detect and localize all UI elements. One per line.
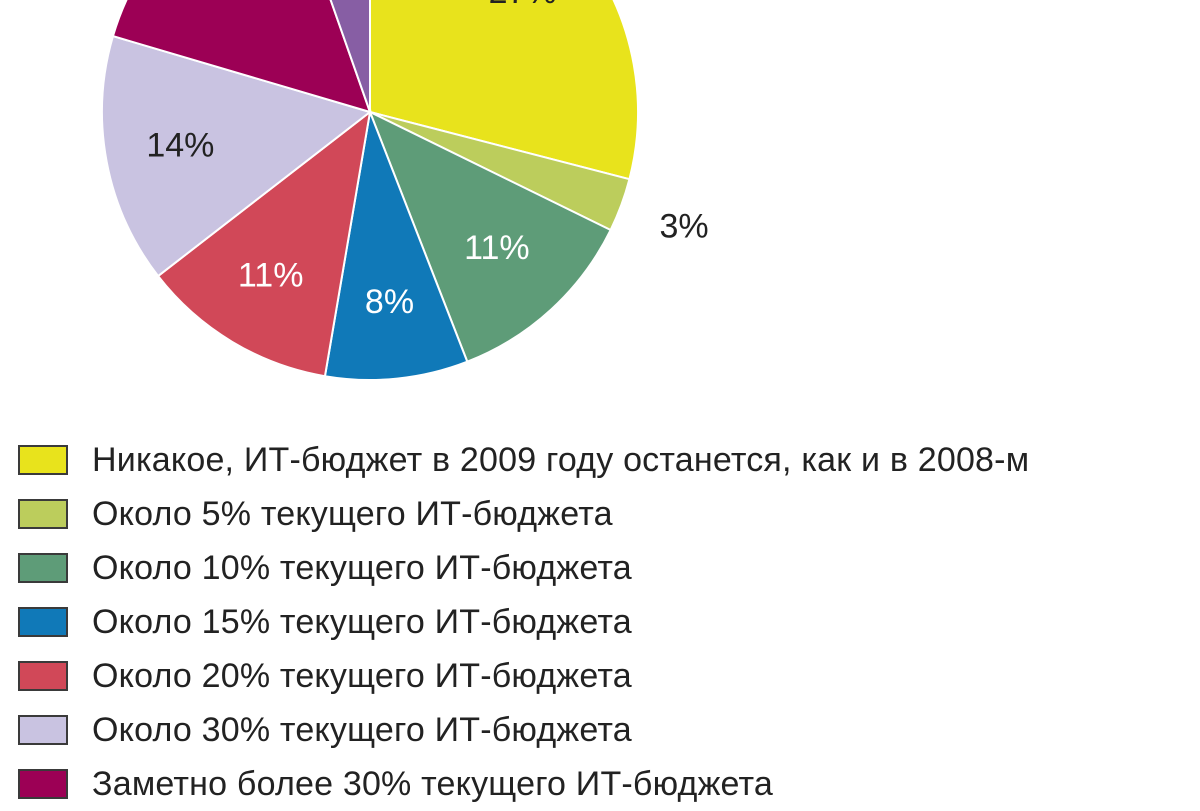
- pie-slice: [369, 0, 639, 181]
- legend-label: Около 10% текущего ИТ-бюджета: [92, 548, 632, 587]
- legend-swatch: [18, 769, 68, 799]
- legend-item: Около 5% текущего ИТ-бюджета: [18, 487, 1029, 541]
- legend-label: Около 30% текущего ИТ-бюджета: [92, 710, 632, 749]
- slice-data-label: 11%: [464, 229, 530, 267]
- pie-slice: [156, 109, 372, 378]
- pie-slices: [101, 0, 639, 381]
- legend-label: Около 15% текущего ИТ-бюджета: [92, 602, 632, 641]
- slice-data-label: 27%: [489, 0, 557, 11]
- legend-swatch: [18, 661, 68, 691]
- legend-item: Около 15% текущего ИТ-бюджета: [18, 595, 1029, 649]
- legend-item: Заметно более 30% текущего ИТ-бюджета: [18, 757, 1029, 811]
- legend-label: Около 5% текущего ИТ-бюджета: [92, 494, 613, 533]
- pie-slice: [329, 0, 371, 113]
- legend-label: Никакое, ИТ-бюджет в 2009 году останется…: [92, 440, 1030, 479]
- legend-swatch: [18, 445, 68, 475]
- legend-item: Никакое, ИТ-бюджет в 2009 году останется…: [18, 433, 1029, 487]
- legend-label: Заметно более 30% текущего ИТ-бюджета: [92, 764, 774, 803]
- legend-label: Около 20% текущего ИТ-бюджета: [92, 656, 632, 695]
- legend-swatch: [18, 607, 68, 637]
- pie-slice: [323, 108, 469, 381]
- slice-data-label: 3%: [660, 207, 709, 245]
- pie-labels: 27%3%11%8%11%14%14%: [146, 0, 708, 321]
- slice-data-label: 8%: [365, 283, 414, 321]
- pie-slice: [111, 0, 372, 114]
- legend: Никакое, ИТ-бюджет в 2009 году останется…: [18, 433, 1029, 811]
- legend-swatch: [18, 715, 68, 745]
- legend-item: Около 10% текущего ИТ-бюджета: [18, 541, 1029, 595]
- legend-item: Около 20% текущего ИТ-бюджета: [18, 649, 1029, 703]
- slice-data-label: 14%: [146, 127, 214, 165]
- slice-data-label: 11%: [238, 256, 304, 294]
- legend-item: Около 30% текущего ИТ-бюджета: [18, 703, 1029, 757]
- pie-chart: 27%3%11%8%11%14%14%: [101, 0, 709, 381]
- legend-swatch: [18, 553, 68, 583]
- pie-slice: [368, 109, 612, 364]
- legend-swatch: [18, 499, 68, 529]
- pie-slice: [101, 34, 373, 278]
